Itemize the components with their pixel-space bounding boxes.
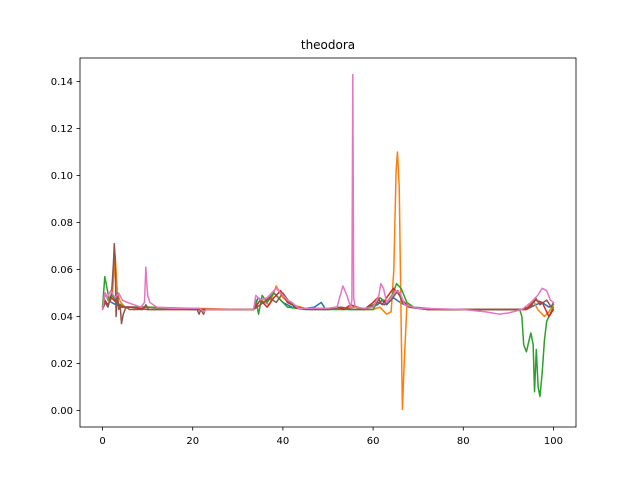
x-tick-label: 20: [186, 436, 199, 447]
y-tick-label: 0.02: [51, 359, 73, 370]
x-tick-label: 0: [99, 436, 105, 447]
y-tick-label: 0.06: [51, 265, 73, 276]
chart-title: theodora: [301, 38, 355, 52]
x-tick-label: 40: [277, 436, 290, 447]
y-tick-label: 0.12: [51, 124, 73, 135]
x-axis: 0 20 40 60 80 100: [99, 427, 563, 447]
y-tick-label: 0.14: [51, 77, 73, 88]
y-axis: 0.00 0.02 0.04 0.06 0.08 0.10 0.12 0.14: [51, 77, 80, 417]
x-tick-label: 60: [367, 436, 380, 447]
series-group: [101, 73, 555, 411]
series-line-6: [101, 73, 555, 315]
x-tick-label: 100: [544, 436, 563, 447]
y-tick-label: 0.00: [51, 406, 73, 417]
y-tick-label: 0.04: [51, 312, 73, 323]
y-tick-label: 0.10: [51, 171, 73, 182]
plot-frame: [79, 57, 577, 428]
y-tick-label: 0.08: [51, 218, 73, 229]
x-tick-label: 80: [457, 436, 470, 447]
